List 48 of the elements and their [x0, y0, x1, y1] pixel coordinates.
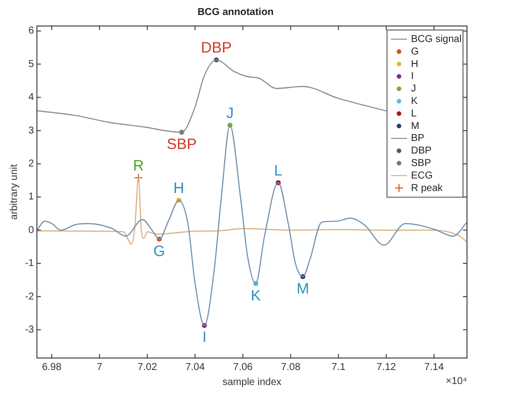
y-tick-label: 1 — [28, 192, 34, 203]
legend-label: L — [411, 108, 417, 120]
y-tick-label: 3 — [28, 125, 34, 136]
x-tick-label: 7.04 — [185, 362, 206, 373]
chart-title: BCG annotation — [197, 6, 274, 18]
y-tick-label: 4 — [28, 92, 34, 104]
legend-label: I — [411, 71, 414, 82]
x-tick-label: 7.08 — [280, 362, 301, 373]
annotation: K — [250, 287, 261, 304]
legend-label: BP — [411, 133, 425, 144]
legend-label: G — [411, 46, 419, 58]
x-tick-label: 7.14 — [424, 362, 444, 373]
legend-label: J — [411, 84, 416, 95]
x-tick-label: 7.02 — [138, 362, 158, 373]
legend-label: R peak — [411, 182, 444, 194]
legend-label: M — [411, 120, 420, 132]
legend-label: H — [411, 58, 418, 70]
annotation: DBP — [200, 40, 232, 57]
line-series — [36, 177, 467, 245]
legend-label: K — [411, 96, 418, 107]
x-tick-label: 7.1 — [331, 362, 346, 373]
point — [134, 173, 143, 182]
y-tick-label: 6 — [28, 26, 34, 37]
annotation: M — [296, 280, 310, 298]
x-tick-label: 7 — [96, 362, 103, 373]
y-tick-label: 0 — [28, 224, 34, 236]
y-tick-label: -2 — [24, 291, 34, 302]
annotation: G — [153, 242, 166, 260]
text: ×10⁴ — [446, 376, 467, 387]
x-tick-label: 7.12 — [376, 362, 396, 373]
y-tick-label: 5 — [28, 58, 34, 70]
y-tick-label: 2 — [28, 158, 34, 170]
legend-label: DBP — [411, 146, 432, 157]
y-axis-title: arbitrary unit — [8, 164, 20, 220]
legend-label: SBP — [411, 158, 432, 169]
annotation: J — [226, 104, 234, 122]
annotation: L — [274, 162, 282, 180]
y-tick-label: -3 — [24, 324, 34, 336]
annotation: SBP — [166, 136, 197, 153]
legend-label: BCG signal — [411, 34, 462, 45]
annotation: H — [173, 180, 184, 197]
x-tick-label: 7.06 — [233, 362, 254, 373]
legend-label: ECG — [411, 170, 433, 182]
y-tick-label: -1 — [24, 258, 34, 270]
x-tick-label: 6.98 — [42, 362, 62, 373]
x-axis-title: sample index — [222, 376, 282, 388]
annotation: I — [202, 329, 206, 346]
annotation: R — [133, 157, 144, 174]
